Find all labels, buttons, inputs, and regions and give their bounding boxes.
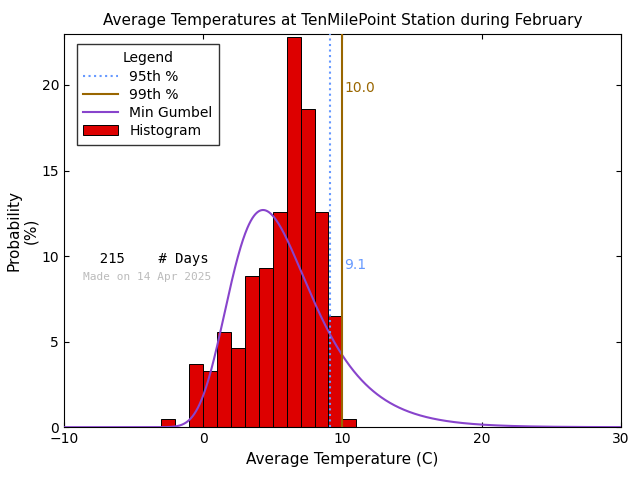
Bar	[231, 348, 245, 427]
Bar	[259, 268, 273, 427]
Y-axis label: Probability
(%): Probability (%)	[6, 190, 39, 271]
Title: Average Temperatures at TenMilePoint Station during February: Average Temperatures at TenMilePoint Sta…	[102, 13, 582, 28]
Bar	[328, 316, 342, 427]
Bar	[161, 419, 175, 427]
Bar	[245, 276, 259, 427]
Text: 215    # Days: 215 # Days	[83, 252, 209, 266]
Text: 10.0: 10.0	[344, 82, 375, 96]
Bar	[287, 37, 301, 427]
Bar	[342, 419, 356, 427]
Bar	[189, 363, 204, 427]
Bar	[301, 109, 315, 427]
Legend: 95th %, 99th %, Min Gumbel, Histogram: 95th %, 99th %, Min Gumbel, Histogram	[77, 45, 220, 145]
Text: 9.1: 9.1	[344, 258, 367, 272]
Bar	[273, 212, 287, 427]
Bar	[204, 372, 217, 427]
Bar	[315, 212, 328, 427]
X-axis label: Average Temperature (C): Average Temperature (C)	[246, 452, 438, 467]
Bar	[217, 332, 231, 427]
Text: Made on 14 Apr 2025: Made on 14 Apr 2025	[83, 272, 212, 282]
